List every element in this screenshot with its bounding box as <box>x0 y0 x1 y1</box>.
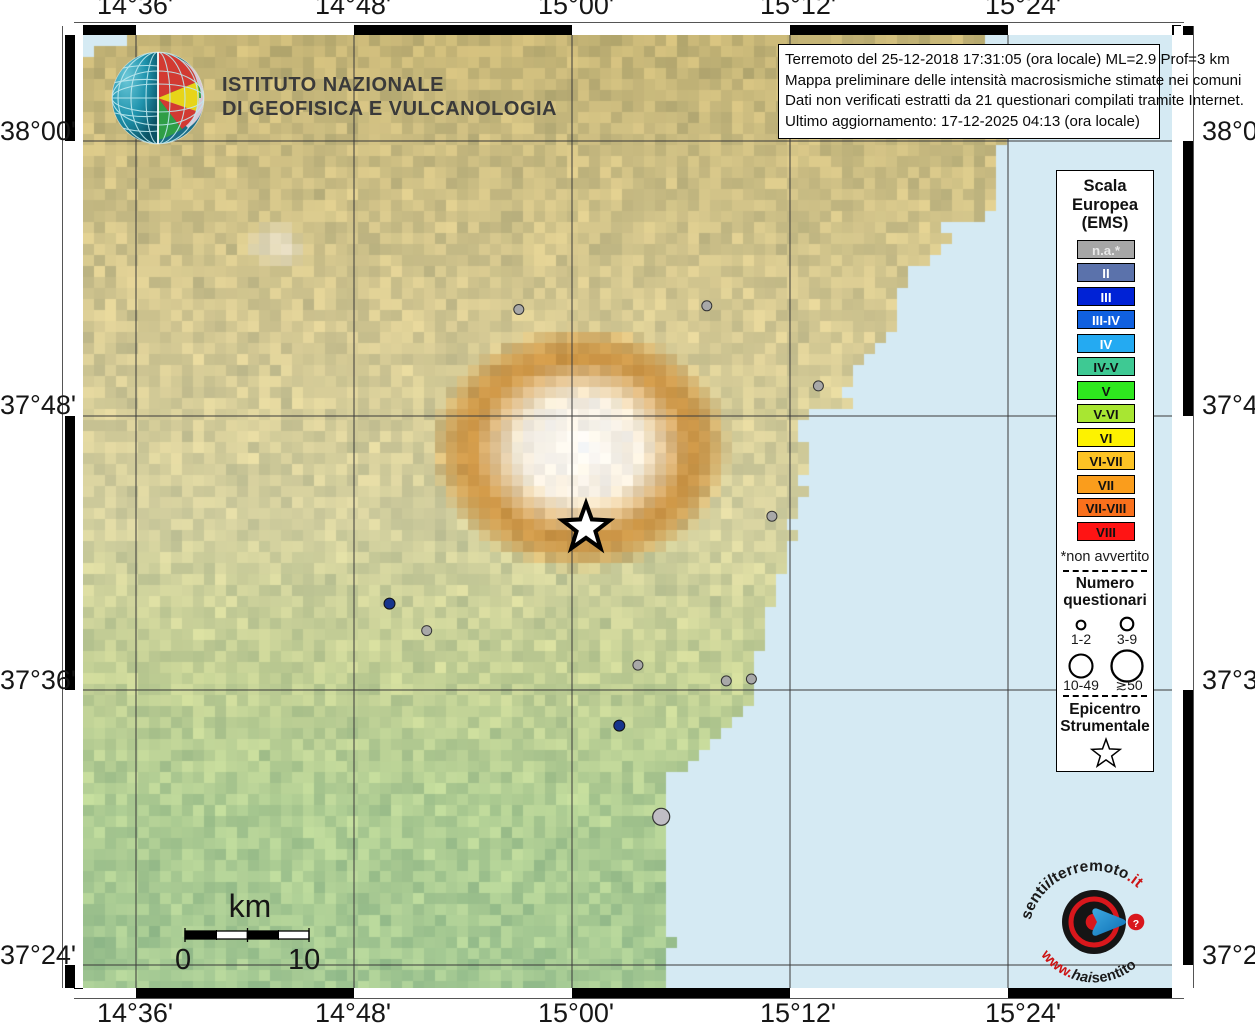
svg-text:3-9: 3-9 <box>1117 631 1137 647</box>
svg-text:10-49: 10-49 <box>1063 677 1099 693</box>
svg-text:?: ? <box>1133 918 1139 930</box>
svg-text:1-2: 1-2 <box>1071 631 1091 647</box>
svg-text:≳50: ≳50 <box>1115 677 1143 693</box>
